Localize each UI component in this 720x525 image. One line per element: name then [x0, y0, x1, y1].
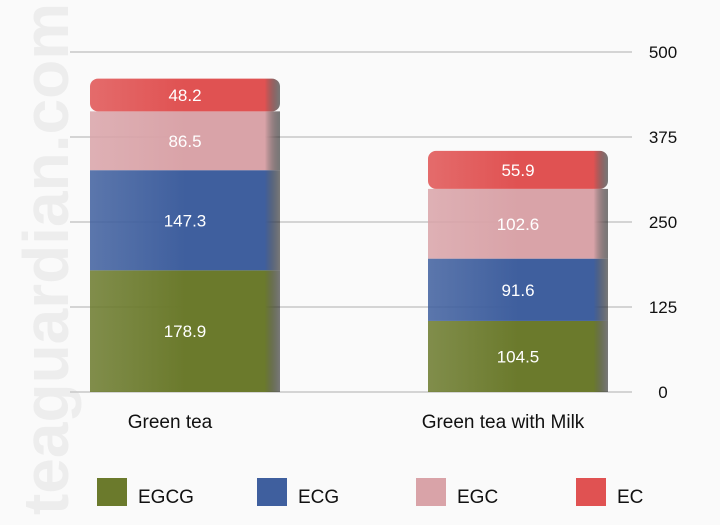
bar-segment-ecg: [90, 170, 280, 271]
x-category-label: Green tea with Milk: [422, 412, 585, 433]
data-label: 178.9: [164, 322, 207, 341]
legend-label: EGCG: [138, 487, 194, 508]
bar-segment-egcg: [90, 270, 280, 392]
bar-segment-ec: [428, 150, 608, 189]
data-label: 86.5: [168, 132, 201, 151]
data-label: 147.3: [164, 211, 207, 230]
bar-segment-egc: [90, 111, 280, 171]
y-tick-label: 125: [649, 298, 677, 317]
bar-segment-egc: [428, 188, 608, 259]
data-label: 48.2: [168, 86, 201, 105]
legend-swatch-egc: [416, 478, 446, 506]
legend-swatch-egcg: [97, 478, 127, 506]
legend-label: EC: [617, 487, 643, 508]
legend-label: EGC: [457, 487, 498, 508]
x-category-label: Green tea: [128, 412, 213, 433]
bar-segment-egcg: [428, 320, 608, 392]
y-tick-label: 500: [649, 43, 677, 62]
data-label: 102.6: [497, 215, 540, 234]
y-tick-label: 375: [649, 128, 677, 147]
data-label: 91.6: [501, 281, 534, 300]
legend-swatch-ecg: [257, 478, 287, 506]
y-tick-label: 0: [658, 383, 667, 402]
legend-label: ECG: [298, 487, 339, 508]
y-tick-label: 250: [649, 213, 677, 232]
data-label: 104.5: [497, 347, 540, 366]
watermark: teaguardian.com: [10, 3, 82, 515]
legend-swatch-ec: [576, 478, 606, 506]
bar-segment-ec: [90, 78, 280, 112]
bar-segment-ecg: [428, 258, 608, 321]
data-label: 55.9: [501, 161, 534, 180]
